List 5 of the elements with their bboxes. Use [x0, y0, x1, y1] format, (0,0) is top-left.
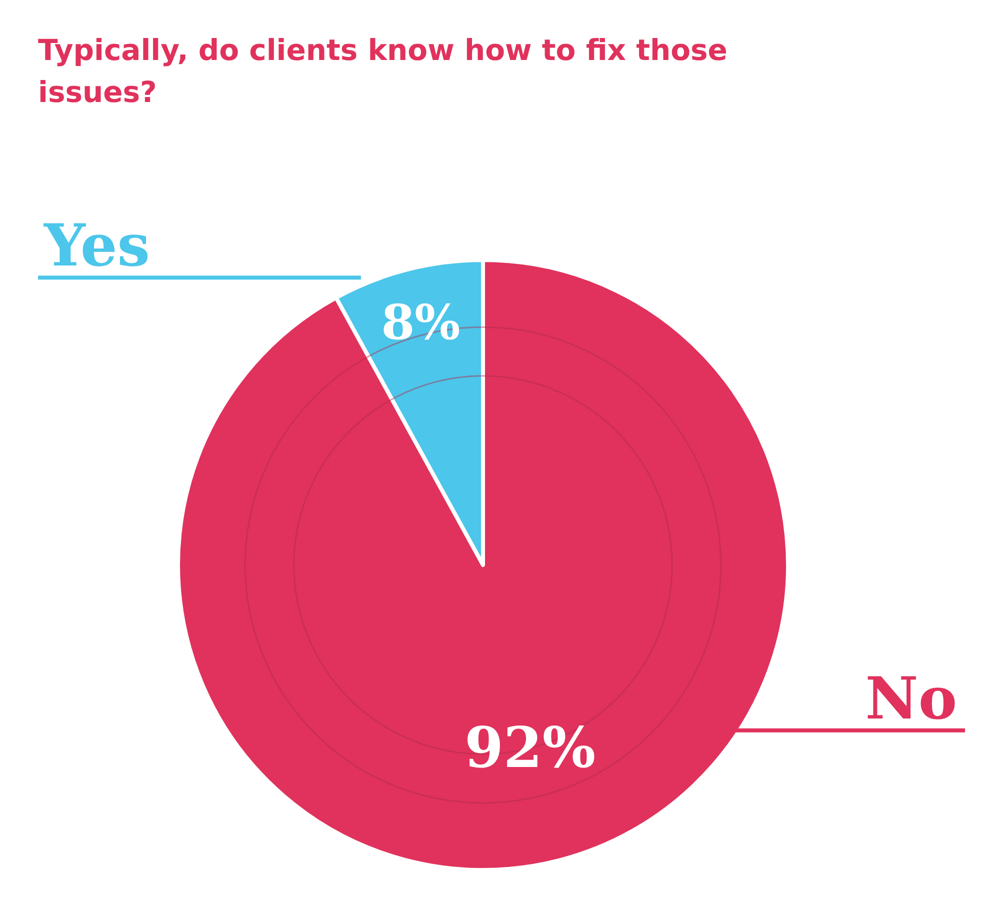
data-label: 92% [464, 715, 596, 782]
slice-label: Yes [43, 212, 150, 280]
data-label: 8% [381, 294, 460, 351]
chart-title: Typically, do clients know how to fix those issues? [38, 33, 728, 109]
slice-label: No [865, 664, 957, 732]
